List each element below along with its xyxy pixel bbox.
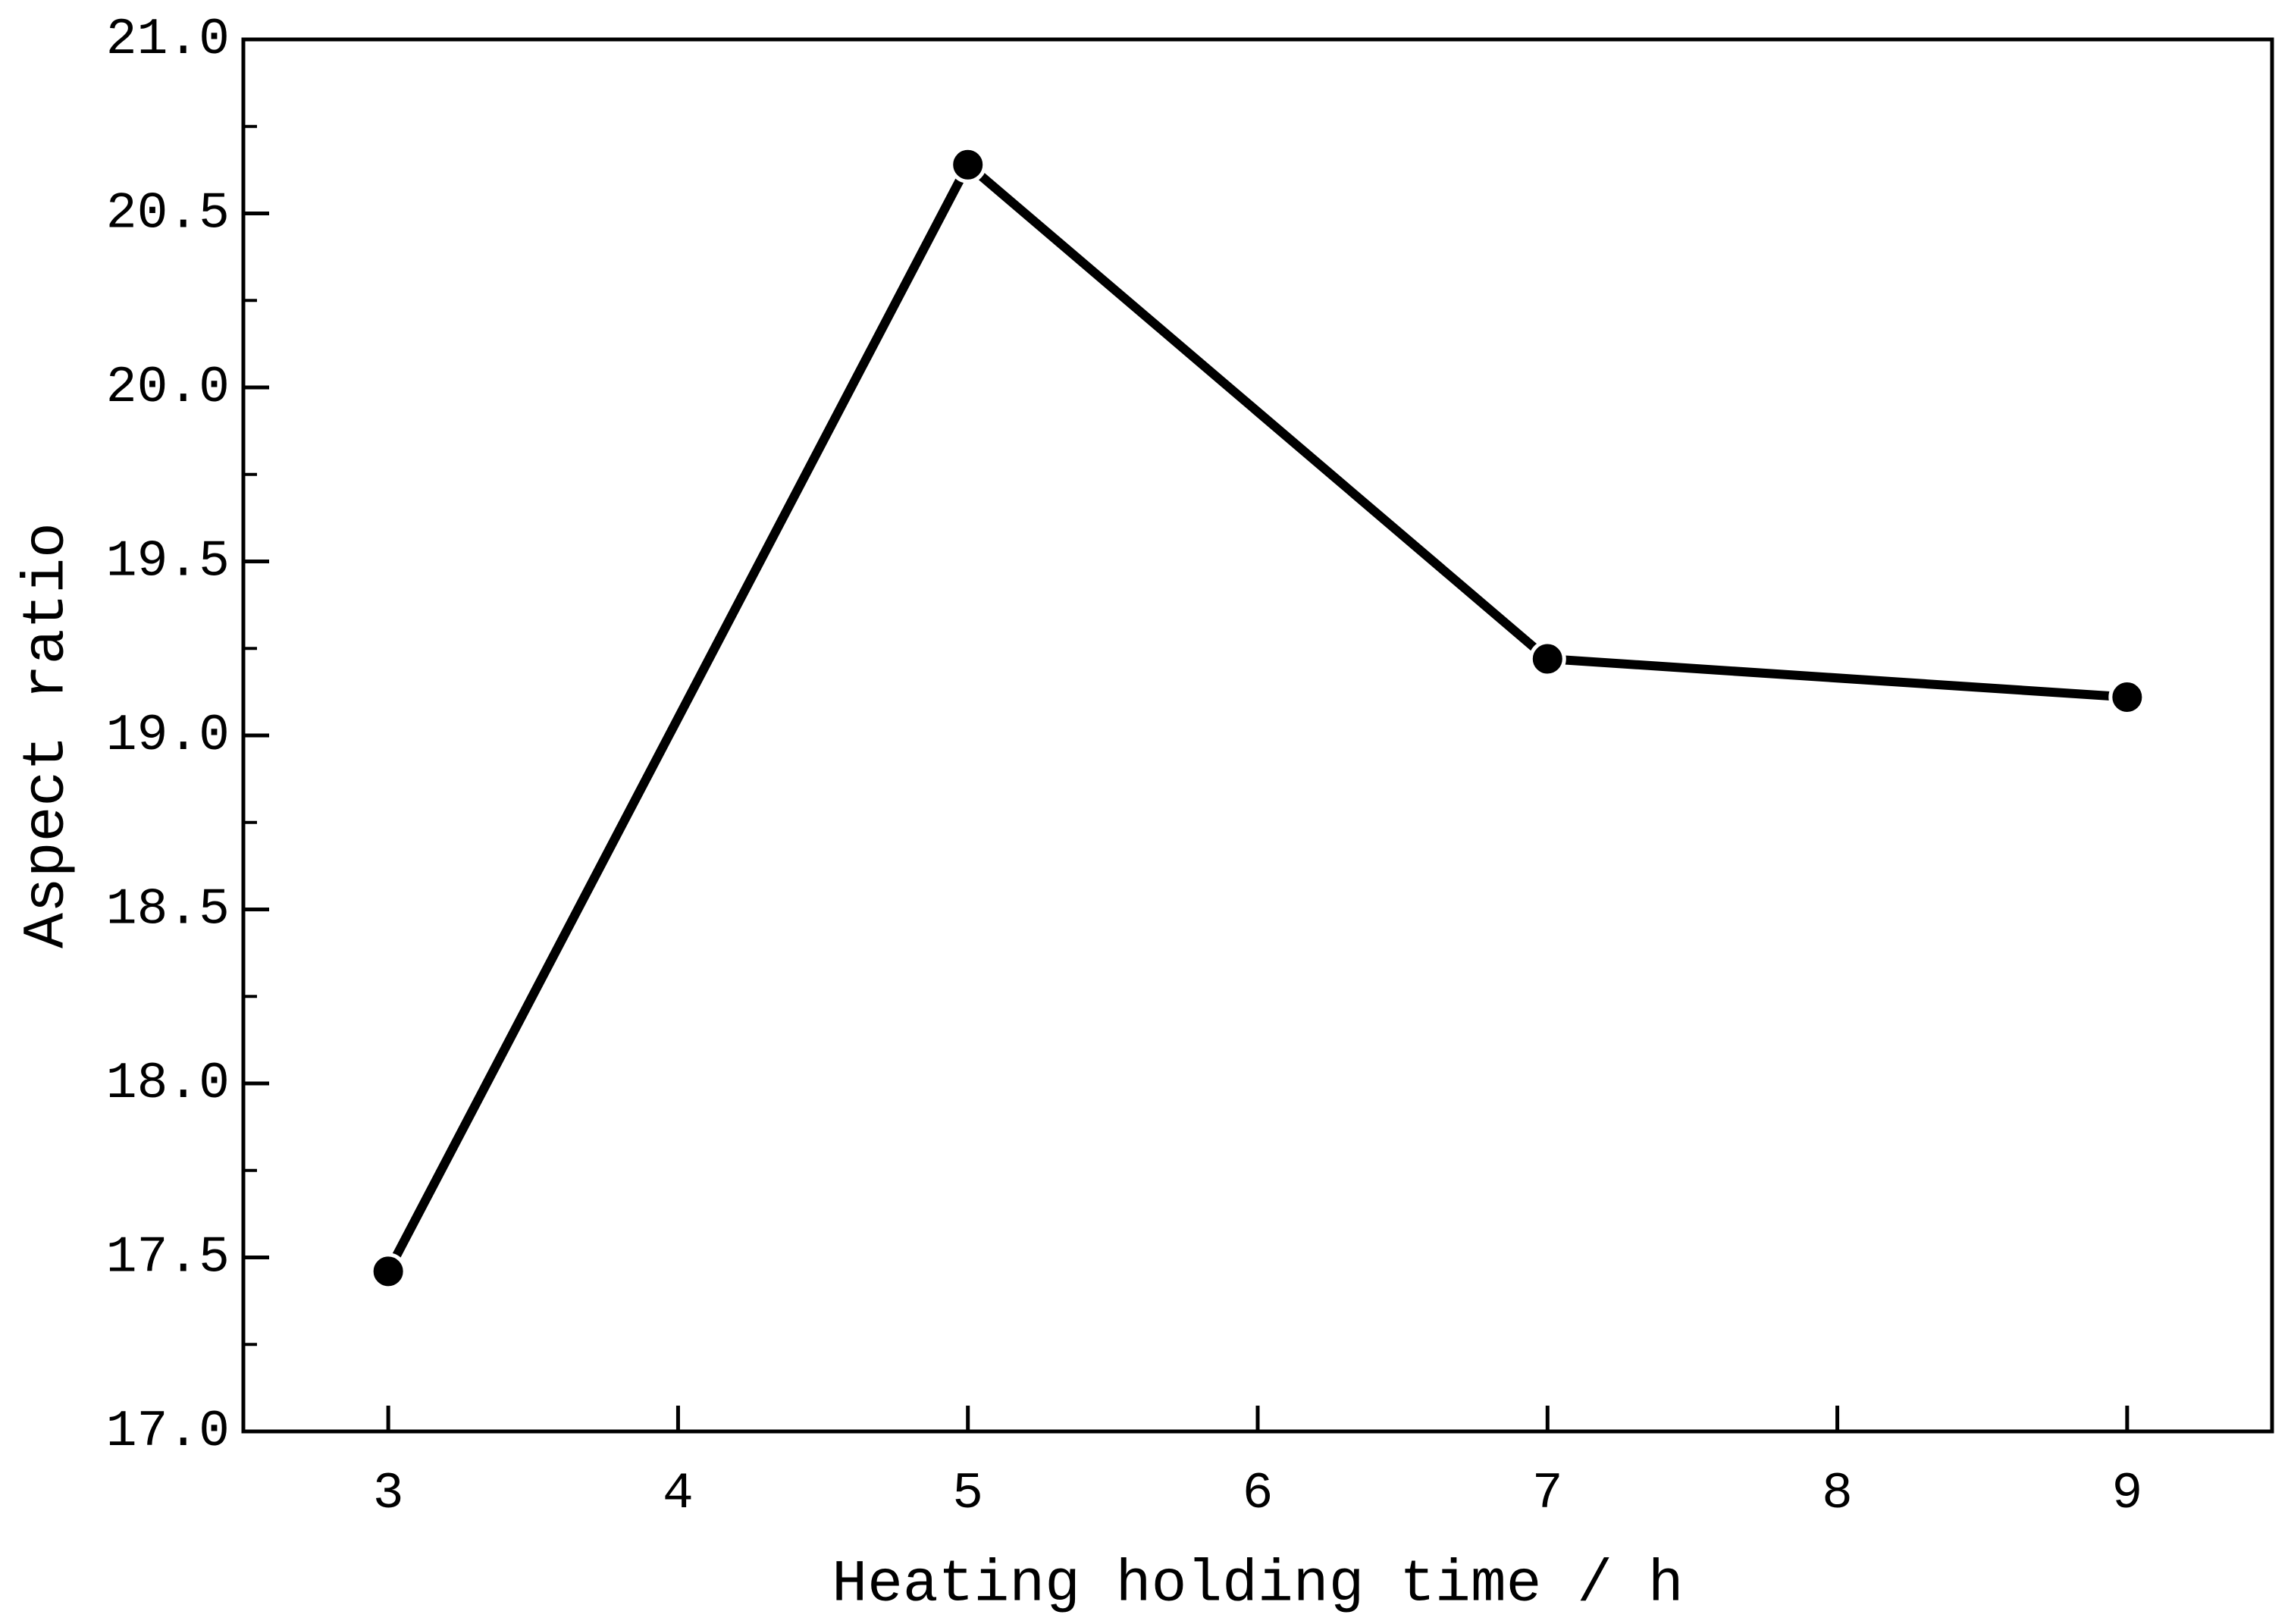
x-tick-label: 8 — [1822, 1465, 1853, 1523]
y-tick-label: 19.0 — [106, 707, 230, 765]
x-tick-label: 3 — [373, 1465, 404, 1523]
y-tick-label: 21.0 — [106, 11, 230, 69]
plot-frame — [241, 37, 2274, 1434]
y-tick-label: 17.0 — [106, 1403, 230, 1461]
line — [384, 157, 2128, 1274]
x-tick-label: 9 — [2111, 1465, 2142, 1523]
y-tick-label: 20.5 — [106, 184, 230, 243]
marker — [2108, 679, 2146, 716]
y-tick-label: 18.0 — [106, 1055, 230, 1113]
y-tick-label: 20.0 — [106, 359, 230, 417]
x-axis-label: Heating holding time / h — [832, 1552, 1683, 1619]
y-tick-label: 18.5 — [106, 880, 230, 939]
x-tick-label: 5 — [952, 1465, 983, 1523]
x-tick-label: 4 — [663, 1465, 694, 1523]
marker — [1528, 640, 1566, 678]
x-tick-label: 6 — [1243, 1465, 1274, 1523]
y-axis-label: Aspect ratio — [14, 522, 81, 948]
marker — [369, 1252, 407, 1290]
x-tick-label: 7 — [1532, 1465, 1563, 1523]
y-tick-label: 17.5 — [106, 1228, 230, 1287]
marker — [949, 146, 987, 183]
y-tick-label: 19.5 — [106, 532, 230, 591]
